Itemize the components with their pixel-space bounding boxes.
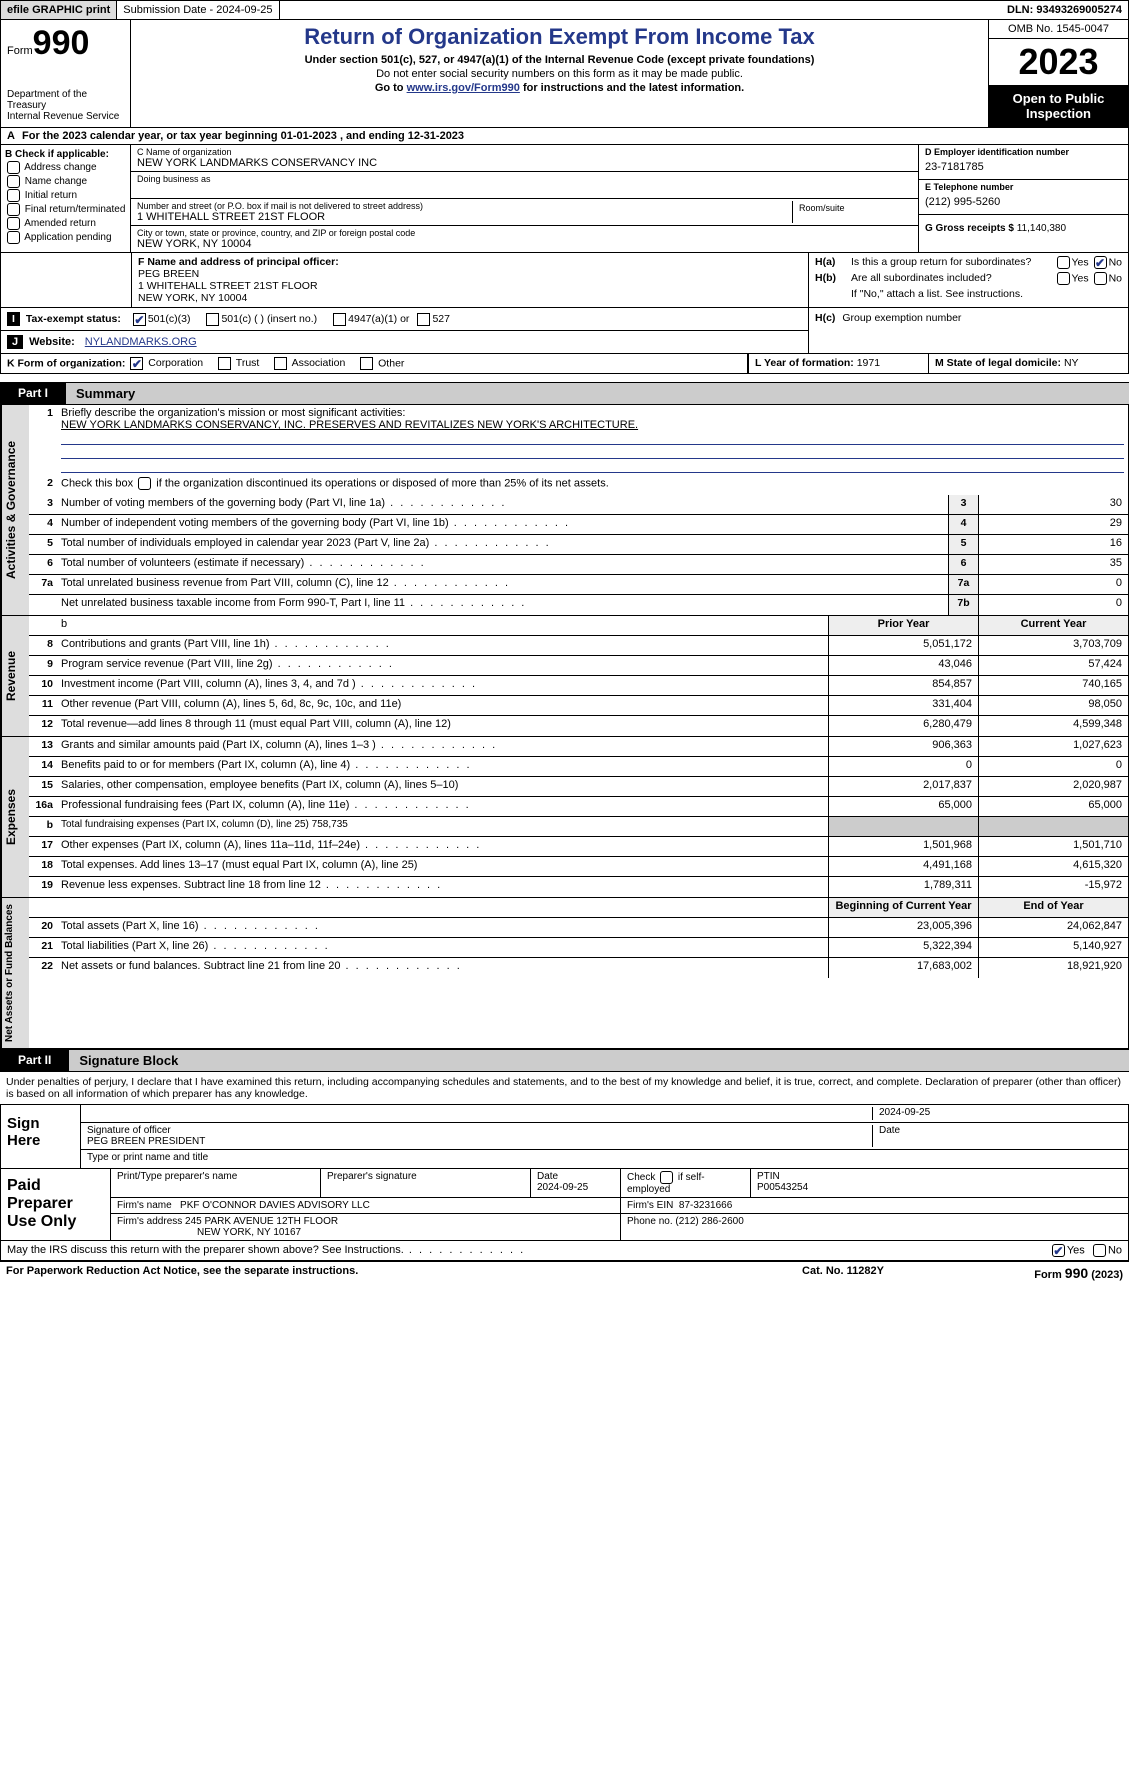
efile-label: efile GRAPHIC print <box>1 1 117 19</box>
instructions-line: Go to www.irs.gov/Form990 for instructio… <box>137 82 982 94</box>
chk-initial-return[interactable]: Initial return <box>5 189 126 202</box>
ptin: P00543254 <box>757 1182 808 1193</box>
klm-row: K Form of organization: ✔ Corporation Tr… <box>0 354 1129 374</box>
entity-block: B Check if applicable: Address change Na… <box>0 145 1129 252</box>
period-label-a: A <box>7 130 15 142</box>
form-subtitle: Under section 501(c), 527, or 4947(a)(1)… <box>137 54 982 66</box>
org-name: NEW YORK LANDMARKS CONSERVANCY INC <box>137 157 912 169</box>
room-suite: Room/suite <box>792 201 912 223</box>
f-h-row: F Name and address of principal officer:… <box>0 252 1129 308</box>
header-mid: Return of Organization Exempt From Incom… <box>131 20 988 127</box>
chk-other[interactable] <box>360 357 373 370</box>
sign-here-label: Sign Here <box>1 1105 81 1168</box>
chk-app-pending[interactable]: Application pending <box>5 231 126 244</box>
cat-no: Cat. No. 11282Y <box>743 1265 943 1281</box>
chk-discontinued[interactable] <box>138 477 151 490</box>
chk-501c[interactable] <box>206 313 219 326</box>
part1-header: Part I Summary <box>0 382 1129 405</box>
chk-assoc[interactable] <box>274 357 287 370</box>
expenses-section: Expenses 13Grants and similar amounts pa… <box>0 737 1129 898</box>
street-address: 1 WHITEHALL STREET 21ST FLOOR <box>137 211 792 223</box>
chk-501c3[interactable]: ✔ <box>133 313 146 326</box>
vtab-netassets: Net Assets or Fund Balances <box>1 898 29 1048</box>
chk-corp[interactable]: ✔ <box>130 357 143 370</box>
box-f: F Name and address of principal officer:… <box>131 253 808 307</box>
mission-text: NEW YORK LANDMARKS CONSERVANCY, INC. PRE… <box>61 419 638 431</box>
year-formation: 1971 <box>857 357 880 369</box>
firm-name: PKF O'CONNOR DAVIES ADVISORY LLC <box>180 1200 370 1211</box>
sig-date: 2024-09-25 <box>872 1107 1122 1120</box>
city-state-zip: NEW YORK, NY 10004 <box>137 238 912 250</box>
chk-self-employed[interactable] <box>660 1171 673 1184</box>
gov-4: 29 <box>978 515 1128 534</box>
header-right: OMB No. 1545-0047 2023 Open to Public In… <box>988 20 1128 127</box>
netassets-section: Net Assets or Fund Balances Beginning of… <box>0 898 1129 1049</box>
discuss-no[interactable] <box>1093 1244 1106 1257</box>
firm-addr1: 245 PARK AVENUE 12TH FLOOR <box>185 1216 338 1227</box>
firm-ein: 87-3231666 <box>679 1200 732 1211</box>
irs-link[interactable]: www.irs.gov/Form990 <box>407 82 520 94</box>
website-link[interactable]: NYLANDMARKS.ORG <box>85 336 197 348</box>
box-b: B Check if applicable: Address change Na… <box>1 145 131 252</box>
jurat: Under penalties of perjury, I declare th… <box>0 1072 1129 1104</box>
tax-period: A For the 2023 calendar year, or tax yea… <box>0 128 1129 145</box>
firm-phone: (212) 286-2600 <box>675 1216 743 1227</box>
box-c: C Name of organization NEW YORK LANDMARK… <box>131 145 918 252</box>
part2-header: Part II Signature Block <box>0 1049 1129 1072</box>
vtab-expenses: Expenses <box>1 737 29 897</box>
chk-final-return[interactable]: Final return/terminated <box>5 203 126 216</box>
department-label: Department of the Treasury Internal Reve… <box>7 89 124 122</box>
firm-addr2: NEW YORK, NY 10167 <box>197 1227 301 1238</box>
header-left: Form990 Department of the Treasury Inter… <box>1 20 131 127</box>
ha-yes[interactable] <box>1057 256 1070 269</box>
preparer-section: Paid Preparer Use Only Print/Type prepar… <box>1 1168 1128 1240</box>
footer: For Paperwork Reduction Act Notice, see … <box>0 1261 1129 1284</box>
ein: 23-7181785 <box>925 157 1122 177</box>
chk-address-change[interactable]: Address change <box>5 161 126 174</box>
chk-4947[interactable] <box>333 313 346 326</box>
i-j-row: I Tax-exempt status: ✔ 501(c)(3) 501(c) … <box>0 308 1129 354</box>
vtab-revenue: Revenue <box>1 616 29 736</box>
tax-year: 2023 <box>989 39 1128 85</box>
telephone: (212) 995-5260 <box>925 192 1122 212</box>
officer-name: PEG BREEN <box>138 268 802 280</box>
submission-date: Submission Date - 2024-09-25 <box>117 1 279 19</box>
gov-3: 30 <box>978 495 1128 514</box>
form-title: Return of Organization Exempt From Incom… <box>137 24 982 50</box>
chk-trust[interactable] <box>218 357 231 370</box>
chk-amended[interactable]: Amended return <box>5 217 126 230</box>
ha-no[interactable]: ✔ <box>1094 256 1107 269</box>
box-h: H(a) Is this a group return for subordin… <box>808 253 1128 307</box>
discuss-yes[interactable]: ✔ <box>1052 1244 1065 1257</box>
gov-6: 35 <box>978 555 1128 574</box>
box-hc: H(c) Group exemption number <box>808 308 1128 353</box>
omb-number: OMB No. 1545-0047 <box>989 20 1128 39</box>
activities-governance: Activities & Governance 1 Briefly descri… <box>0 405 1129 616</box>
chk-527[interactable] <box>417 313 430 326</box>
gov-7a: 0 <box>978 575 1128 594</box>
vtab-governance: Activities & Governance <box>1 405 29 615</box>
form-label: Form <box>7 45 33 57</box>
state-domicile: NY <box>1064 357 1079 369</box>
chk-name-change[interactable]: Name change <box>5 175 126 188</box>
form-header: Form990 Department of the Treasury Inter… <box>0 20 1129 128</box>
revenue-section: Revenue bPrior YearCurrent Year 8Contrib… <box>0 616 1129 737</box>
signature-section: Sign Here 2024-09-25 Signature of office… <box>0 1104 1129 1261</box>
ssn-note: Do not enter social security numbers on … <box>137 68 982 80</box>
gross-receipts: 11,140,380 <box>1017 223 1066 234</box>
topbar: efile GRAPHIC print Submission Date - 20… <box>0 0 1129 20</box>
prep-date: 2024-09-25 <box>537 1182 588 1193</box>
hb-no[interactable] <box>1094 272 1107 285</box>
open-public-badge: Open to Public Inspection <box>989 85 1128 127</box>
hb-yes[interactable] <box>1057 272 1070 285</box>
box-deg: D Employer identification number 23-7181… <box>918 145 1128 252</box>
dln: DLN: 93493269005274 <box>1001 1 1128 19</box>
officer-sig-name: PEG BREEN PRESIDENT <box>87 1136 205 1147</box>
form-number: 990 <box>33 24 90 63</box>
gov-5: 16 <box>978 535 1128 554</box>
gov-7b: 0 <box>978 595 1128 615</box>
